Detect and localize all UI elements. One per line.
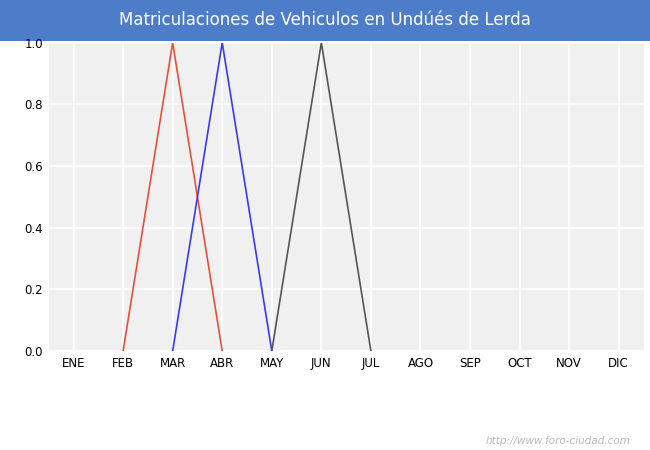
2023 <box>367 348 375 354</box>
2024 <box>119 348 127 354</box>
2022 <box>268 348 276 354</box>
2024 <box>218 348 226 354</box>
2023 <box>317 40 325 45</box>
Text: http://www.foro-ciudad.com: http://www.foro-ciudad.com <box>486 436 630 446</box>
Text: Matriculaciones de Vehiculos en Undúés de Lerda: Matriculaciones de Vehiculos en Undúés d… <box>119 11 531 29</box>
Line: 2022: 2022 <box>173 43 272 351</box>
Line: 2023: 2023 <box>272 43 371 351</box>
2022 <box>218 40 226 45</box>
2023 <box>268 348 276 354</box>
2024 <box>169 40 177 45</box>
Line: 2024: 2024 <box>123 43 222 351</box>
2022 <box>169 348 177 354</box>
